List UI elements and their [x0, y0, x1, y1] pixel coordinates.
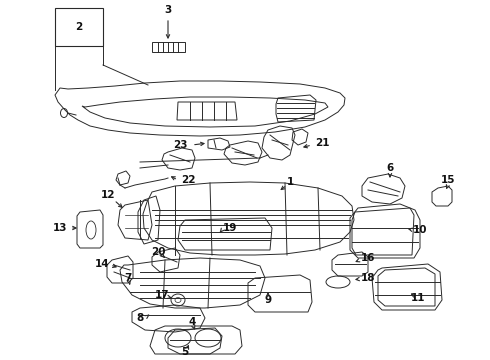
Text: 22: 22 [181, 175, 195, 185]
Text: 13: 13 [53, 223, 67, 233]
Text: 17: 17 [155, 290, 170, 300]
Text: 23: 23 [173, 140, 187, 150]
Text: 16: 16 [361, 253, 375, 263]
Text: 3: 3 [164, 5, 171, 15]
Text: 11: 11 [411, 293, 425, 303]
Text: 7: 7 [124, 273, 132, 283]
Text: 15: 15 [441, 175, 455, 185]
Text: 5: 5 [181, 347, 189, 357]
Text: 4: 4 [188, 317, 196, 327]
Text: 12: 12 [101, 190, 115, 200]
Text: 14: 14 [95, 259, 109, 269]
Text: 9: 9 [265, 295, 271, 305]
Text: 1: 1 [286, 177, 294, 187]
Text: 8: 8 [136, 313, 144, 323]
Text: 6: 6 [387, 163, 393, 173]
Text: 21: 21 [315, 138, 329, 148]
Text: 20: 20 [151, 247, 165, 257]
Text: 10: 10 [413, 225, 427, 235]
Text: 18: 18 [361, 273, 375, 283]
Text: 2: 2 [75, 22, 83, 32]
Text: 19: 19 [223, 223, 237, 233]
